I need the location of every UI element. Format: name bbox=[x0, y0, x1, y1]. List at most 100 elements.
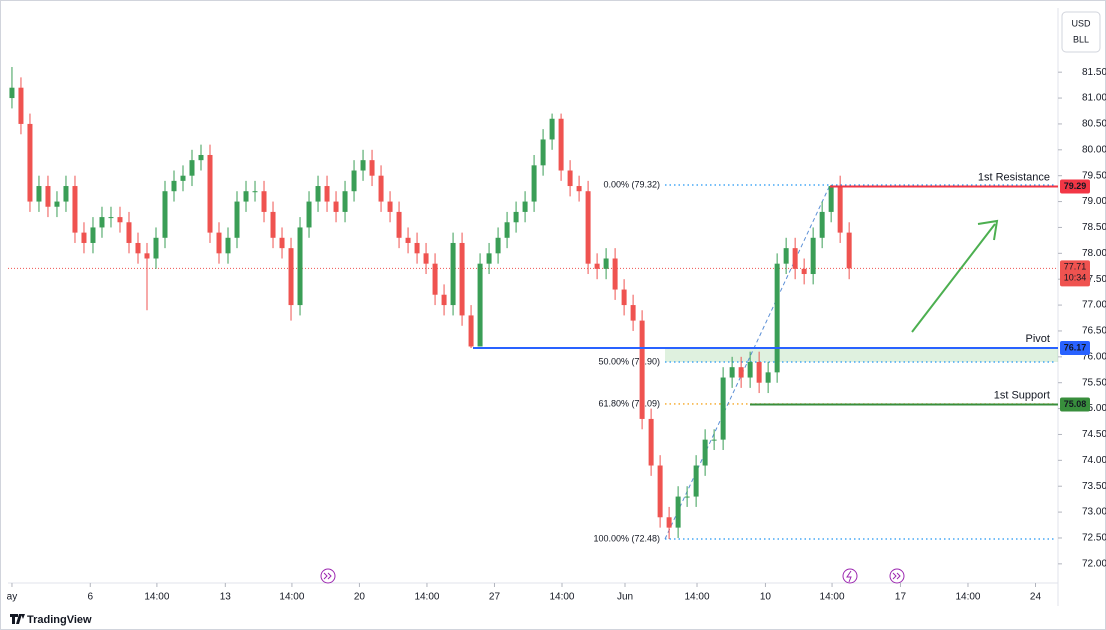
candle-body bbox=[576, 186, 582, 192]
candle-body bbox=[729, 367, 735, 378]
event-icon[interactable] bbox=[889, 568, 905, 584]
y-tick-label: 78.00 bbox=[1082, 248, 1106, 259]
level-price: 76.17 bbox=[1064, 342, 1087, 352]
x-tick-label: 14:00 bbox=[144, 592, 169, 603]
x-tick-label: 14:00 bbox=[955, 592, 980, 603]
candle-body bbox=[657, 465, 663, 518]
candle-body bbox=[279, 237, 285, 249]
level-price-box bbox=[1060, 397, 1090, 412]
candle-body bbox=[225, 237, 231, 254]
candle-body bbox=[9, 87, 15, 99]
candle-body bbox=[774, 263, 780, 373]
candle-body bbox=[540, 139, 546, 166]
candle-body bbox=[639, 320, 645, 419]
level-price: 79.29 bbox=[1064, 181, 1087, 191]
candle-body bbox=[99, 217, 105, 228]
candle-body bbox=[36, 186, 42, 202]
x-tick-label: 14:00 bbox=[820, 592, 845, 603]
x-tick-label: 14:00 bbox=[685, 592, 710, 603]
candle-body bbox=[585, 191, 591, 264]
candle-body bbox=[135, 242, 141, 254]
candle-body bbox=[720, 377, 726, 440]
fib-zone bbox=[665, 348, 1058, 363]
y-tick-label: 75.00 bbox=[1082, 403, 1106, 414]
candle-body bbox=[162, 191, 168, 238]
unit: BLL bbox=[1073, 34, 1089, 44]
y-tick-label: 76.50 bbox=[1082, 326, 1106, 337]
candle-body bbox=[702, 439, 708, 466]
candle-body bbox=[333, 201, 339, 212]
x-tick-label: 24 bbox=[1030, 592, 1042, 603]
level-price-box bbox=[1060, 341, 1090, 356]
candle-body bbox=[126, 222, 132, 243]
candle-body bbox=[360, 160, 366, 171]
candle-body bbox=[846, 232, 852, 269]
candle-body bbox=[648, 418, 654, 466]
candle-body bbox=[756, 362, 762, 383]
x-tick-label: 14:00 bbox=[549, 592, 574, 603]
candle-body bbox=[180, 175, 186, 181]
event-glyph bbox=[323, 572, 332, 580]
candle-body bbox=[306, 201, 312, 228]
candle-body bbox=[738, 367, 744, 378]
candle-body bbox=[63, 186, 69, 202]
event-icon[interactable] bbox=[842, 568, 858, 584]
event-glyph bbox=[846, 570, 852, 583]
candle-body bbox=[603, 258, 609, 269]
y-tick-label: 81.50 bbox=[1082, 67, 1106, 78]
candle-body bbox=[747, 362, 753, 378]
candle-body bbox=[630, 305, 636, 321]
level-name: 1st Support bbox=[994, 389, 1050, 401]
candle-body bbox=[90, 227, 96, 243]
candle-body bbox=[297, 227, 303, 306]
candle-body bbox=[270, 211, 276, 238]
level-price: 75.08 bbox=[1064, 399, 1087, 409]
candle-body bbox=[837, 186, 843, 233]
level-name: 1st Resistance bbox=[978, 171, 1050, 183]
level-price-box bbox=[1060, 179, 1090, 194]
candle-body bbox=[531, 165, 537, 202]
candle-body bbox=[54, 201, 60, 207]
x-tick-label: Jun bbox=[617, 592, 633, 603]
candle-body bbox=[324, 186, 330, 202]
candle-body bbox=[171, 180, 177, 192]
candle-body bbox=[153, 237, 159, 259]
candle-body bbox=[513, 211, 519, 223]
candle-body bbox=[288, 248, 294, 306]
candle-body bbox=[765, 372, 771, 383]
currency: USD bbox=[1071, 18, 1091, 28]
x-tick-label: 13 bbox=[220, 592, 232, 603]
y-tick-label: 80.50 bbox=[1082, 119, 1106, 130]
candle-body bbox=[468, 315, 474, 347]
logo-mark bbox=[10, 614, 25, 624]
arrow-shaft bbox=[911, 223, 996, 333]
candle-body bbox=[549, 118, 555, 140]
y-tick-label: 73.00 bbox=[1082, 507, 1106, 518]
y-tick-label: 73.50 bbox=[1082, 481, 1106, 492]
candle-body bbox=[783, 248, 789, 264]
candle-body bbox=[504, 222, 510, 238]
y-tick-label: 74.50 bbox=[1082, 429, 1106, 440]
y-tick-label: 75.50 bbox=[1082, 377, 1106, 388]
y-tick-label: 72.00 bbox=[1082, 558, 1106, 569]
candle-body bbox=[198, 154, 204, 161]
candle-body bbox=[234, 201, 240, 238]
candle-body bbox=[315, 186, 321, 202]
fib-label: 0.00% (79.32) bbox=[603, 179, 660, 189]
x-tick-label: 10 bbox=[760, 592, 772, 603]
fib-label: 50.00% (75.90) bbox=[598, 356, 660, 366]
countdown: 10:34 bbox=[1064, 273, 1087, 283]
y-tick-label: 80.00 bbox=[1082, 144, 1106, 155]
last-price-box bbox=[1060, 260, 1090, 287]
symbol-box[interactable] bbox=[1061, 11, 1101, 53]
y-tick-label: 81.00 bbox=[1082, 93, 1106, 104]
candle-body bbox=[522, 201, 528, 212]
candle-body bbox=[108, 217, 114, 219]
y-tick-label: 78.50 bbox=[1082, 222, 1106, 233]
candle-body bbox=[567, 170, 573, 187]
event-icon[interactable] bbox=[320, 568, 336, 584]
candle-body bbox=[450, 242, 456, 306]
fib-label: 100.00% (72.48) bbox=[593, 533, 660, 543]
y-tick-label: 77.00 bbox=[1082, 300, 1106, 311]
candle-body bbox=[81, 232, 87, 243]
